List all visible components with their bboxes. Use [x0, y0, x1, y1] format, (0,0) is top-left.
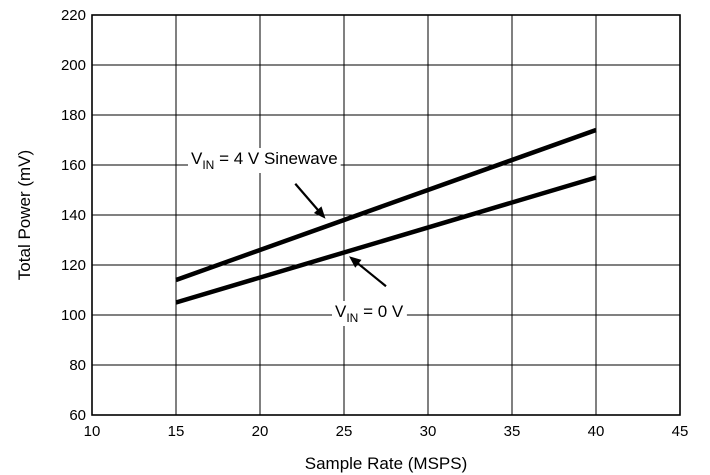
y-tick-label: 60: [69, 407, 86, 424]
grid: [92, 15, 680, 415]
series-line-vin-4v-sinewave: [175, 127, 597, 283]
y-tick-label: 180: [61, 107, 86, 124]
y-tick-label: 200: [61, 57, 86, 74]
y-tick-label: 120: [61, 257, 86, 274]
series-4v-annotation-leader: [294, 183, 321, 213]
x-tick-labels: 10 15 20 25 30 35 40 45: [84, 423, 689, 440]
y-tick-label: 140: [61, 207, 86, 224]
series-4v-label-suffix: = 4 V Sinewave: [214, 149, 337, 168]
y-tick-labels: 60 80 100 120 140 160 180 200 220: [61, 7, 86, 424]
series-0v-annotation-background: [332, 301, 407, 326]
series-0v-annotation-arrowhead: [349, 256, 362, 268]
series-4v-label-prefix: V: [191, 149, 203, 168]
series-4v-label-sub: IN: [202, 158, 214, 172]
x-tick-label: 30: [420, 423, 437, 440]
y-tick-label: 80: [69, 357, 86, 374]
y-tick-label: 220: [61, 7, 86, 24]
x-tick-label: 25: [336, 423, 353, 440]
series-0v-label-suffix: = 0 V: [358, 302, 404, 321]
x-tick-label: 10: [84, 423, 101, 440]
x-tick-label: 35: [504, 423, 521, 440]
x-tick-label: 15: [168, 423, 185, 440]
series-4v-annotation: VIN = 4 V Sinewave: [191, 149, 338, 172]
x-tick-label: 45: [672, 423, 689, 440]
x-tick-label: 40: [588, 423, 605, 440]
series-line-vin-0v: [175, 175, 597, 305]
y-axis-label: Total Power (mV): [15, 150, 34, 280]
series-4v-annotation-background: [188, 148, 341, 173]
series-lines: [175, 127, 597, 305]
series-0v-label-prefix: V: [335, 302, 347, 321]
plot-frame: [91, 14, 681, 416]
series-0v-annotation-leader: [355, 261, 387, 288]
x-tick-label: 20: [252, 423, 269, 440]
y-tick-label: 100: [61, 307, 86, 324]
series-4v-annotation-arrowhead: [313, 206, 326, 219]
series-0v-annotation: VIN = 0 V: [335, 302, 404, 325]
series-0v-label-sub: IN: [346, 311, 358, 325]
x-axis-label: Sample Rate (MSPS): [305, 454, 468, 473]
y-tick-label: 160: [61, 157, 86, 174]
